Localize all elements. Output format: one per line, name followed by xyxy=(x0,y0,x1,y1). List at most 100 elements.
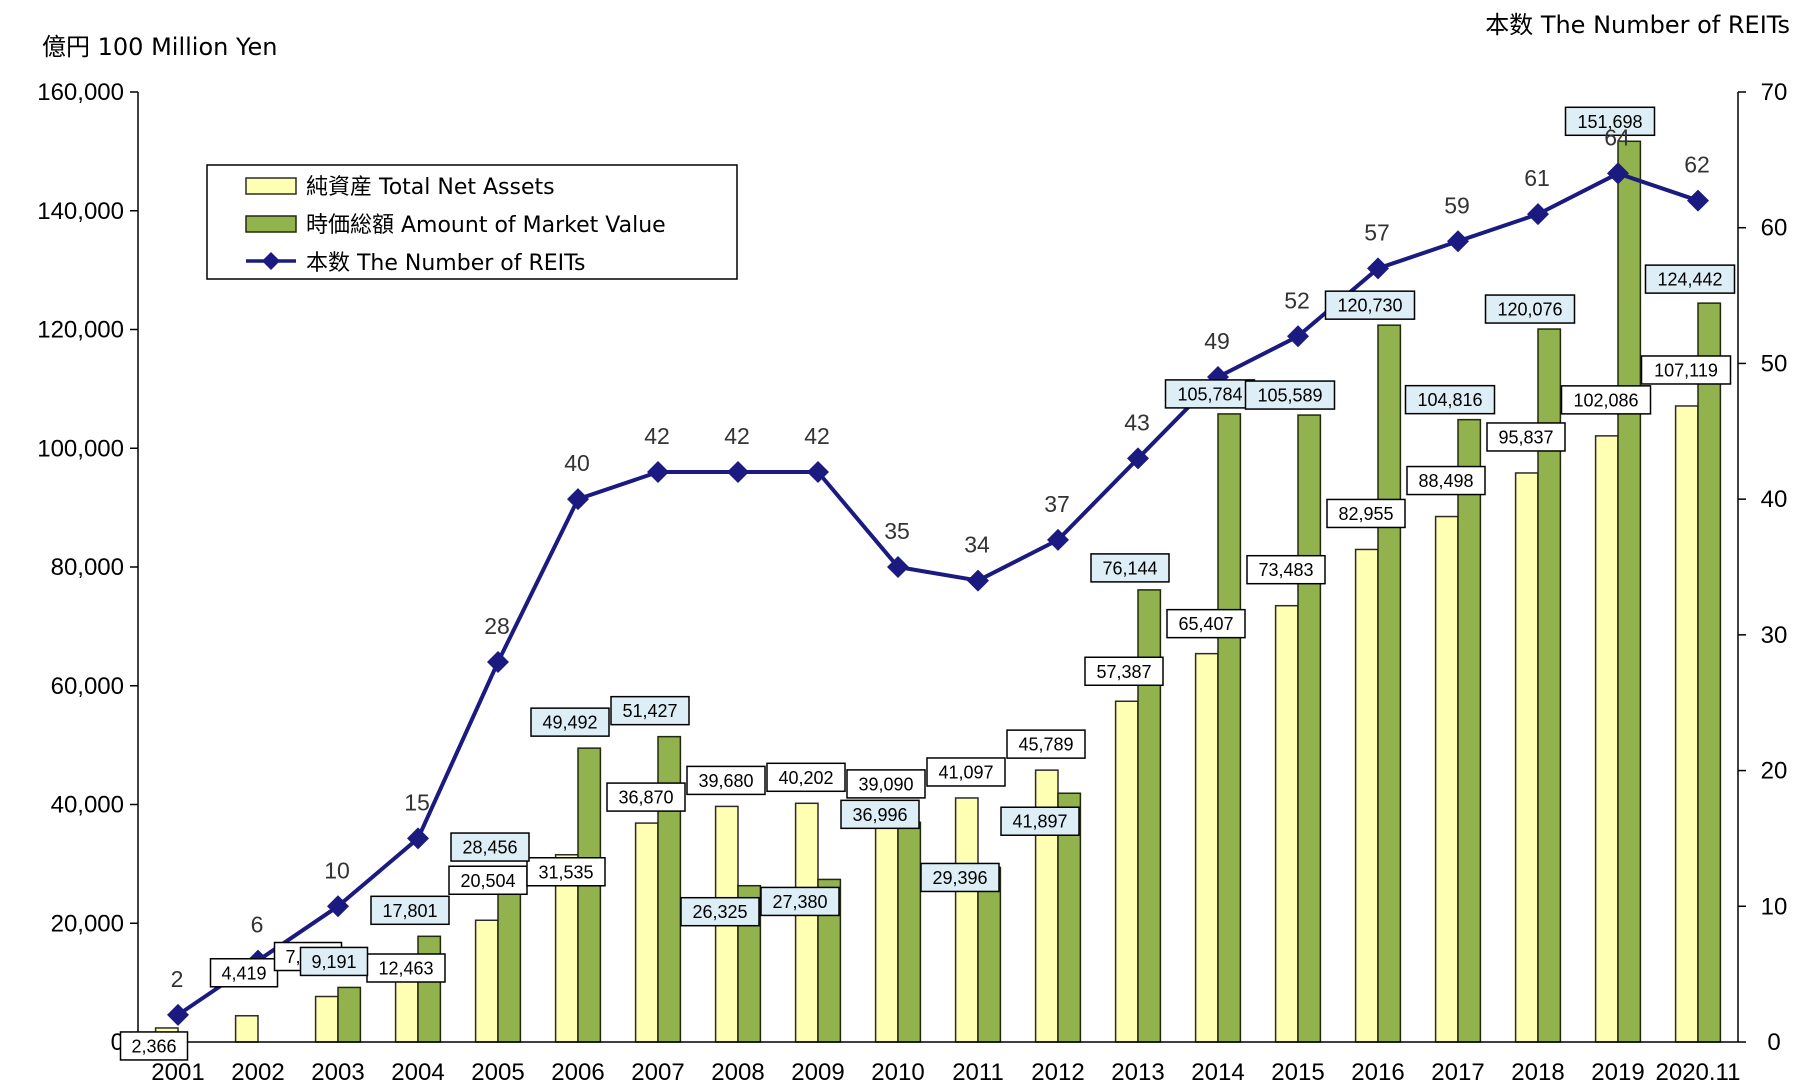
market-value-bar xyxy=(497,872,522,1043)
x-tick-label: 2012 xyxy=(1031,1059,1084,1086)
reit-count-marker xyxy=(1447,230,1469,253)
reit-count-data-label: 15 xyxy=(404,789,430,815)
y-right-tick-label: 10 xyxy=(1761,893,1788,920)
net-assets-data-label-box xyxy=(606,782,686,812)
net-assets-data-label-text: 107,119 xyxy=(1654,360,1718,380)
market-value-data-label-text: 151,698 xyxy=(1577,112,1642,132)
net-assets-data-label-text: 102,086 xyxy=(1573,390,1638,410)
y-right-tick-label: 50 xyxy=(1761,350,1788,377)
y-left-tick-label: 40,000 xyxy=(51,792,124,819)
market-value-data-label-text: 76,144 xyxy=(1102,558,1157,578)
net-assets-data-label-box xyxy=(1006,729,1086,759)
reit-count-marker xyxy=(727,461,749,483)
net-assets-bar xyxy=(954,797,979,1043)
market-value-bars xyxy=(337,140,1722,1043)
reit-count-marker xyxy=(1527,203,1549,226)
net-assets-data-label: 82,955 xyxy=(1326,498,1406,529)
market-value-data-label-text: 105,589 xyxy=(1257,386,1322,406)
net-assets-bar xyxy=(1274,604,1299,1043)
x-tick-label: 2010 xyxy=(871,1059,924,1086)
market-value-data-label-text: 17,801 xyxy=(382,901,437,921)
y-left-tick-label: 120,000 xyxy=(37,317,124,344)
reit-count-data-label: 42 xyxy=(804,423,830,449)
net-assets-data-label-text: 73,483 xyxy=(1258,560,1313,580)
reit-count-data-label: 57 xyxy=(1364,219,1390,245)
market-value-data-label-box xyxy=(1484,294,1576,324)
reit-count-marker xyxy=(1127,447,1149,470)
net-assets-bar xyxy=(1514,472,1539,1043)
net-assets-bar xyxy=(234,1015,259,1043)
market-value-bar xyxy=(1297,414,1322,1043)
reit-count-marker xyxy=(327,895,349,918)
y-right-axis-title: 本数 The Number of REITs xyxy=(1485,11,1790,39)
y-right-tick-label: 40 xyxy=(1761,486,1788,513)
market-value-data-label-box xyxy=(840,799,920,830)
net-assets-data-label-text: 4,419 xyxy=(221,963,266,983)
market-value-bar xyxy=(337,986,362,1043)
net-assets-data-label: 4,419 xyxy=(209,958,279,988)
x-tick-label: 2016 xyxy=(1351,1059,1404,1086)
y-left-tick-label: 20,000 xyxy=(51,910,124,937)
net-assets-data-label-box xyxy=(1326,498,1406,529)
net-assets-data-label-box xyxy=(926,757,1006,787)
reit-count-data-label: 42 xyxy=(644,423,670,449)
market-value-data-label-box xyxy=(1564,106,1656,137)
reit-count-marker xyxy=(1287,325,1309,348)
market-value-data-label-box xyxy=(920,862,1000,893)
net-assets-data-label-box xyxy=(1560,385,1652,415)
net-assets-data-label: 65,407 xyxy=(1166,608,1246,639)
net-assets-data-label-box xyxy=(1406,465,1486,496)
market-value-bar xyxy=(1457,418,1482,1043)
market-value-data-label-box xyxy=(1644,264,1736,294)
reit-count-data-label: 10 xyxy=(324,857,350,883)
market-value-data-label-box xyxy=(530,707,610,737)
reit-count-data-label: 42 xyxy=(724,423,750,449)
reit-count-data-label: 59 xyxy=(1444,192,1470,218)
x-tick-label: 2020.11 xyxy=(1656,1059,1741,1086)
y-left-axis-title: 億円 100 Million Yen xyxy=(42,33,277,61)
reit-count-data-label: 37 xyxy=(1044,491,1070,517)
reit-count-marker xyxy=(967,569,989,592)
market-value-data-label-text: 36,996 xyxy=(852,805,907,825)
axes xyxy=(137,92,1739,1043)
market-value-bar xyxy=(977,866,1002,1043)
market-value-data-label-text: 49,492 xyxy=(542,713,597,733)
y-right-tick-label: 20 xyxy=(1761,758,1788,785)
x-tick-label: 2002 xyxy=(231,1059,284,1086)
market-value-data-label-text: 41,897 xyxy=(1012,812,1067,832)
market-value-data-label: 26,325 xyxy=(680,896,760,927)
x-tick-label: 2011 xyxy=(952,1059,1004,1086)
x-tick-label: 2015 xyxy=(1271,1059,1324,1086)
market-value-data-label-box xyxy=(1244,380,1336,410)
market-value-data-label-box xyxy=(680,896,760,927)
net-assets-data-label-box xyxy=(1084,656,1164,687)
reit-count-marker xyxy=(167,1003,189,1026)
market-value-data-label: 104,816 xyxy=(1404,384,1496,415)
market-value-bar xyxy=(417,935,442,1043)
y-left-tick-label: 60,000 xyxy=(51,673,124,700)
reit-count-marker xyxy=(1367,257,1389,280)
market-value-data-label: 51,427 xyxy=(610,695,690,726)
market-value-data-label-text: 51,427 xyxy=(622,701,677,721)
legend-label-market-value: 時価総額 Amount of Market Value xyxy=(306,213,666,238)
y-left-tick-label: 100,000 xyxy=(37,435,124,462)
reit-count-data-label: 28 xyxy=(484,613,510,639)
net-assets-data-label-text: 95,837 xyxy=(1498,427,1553,447)
net-assets-bar xyxy=(474,919,499,1043)
net-assets-data-label-text: 31,535 xyxy=(538,862,593,882)
x-tick-label: 2014 xyxy=(1191,1059,1244,1086)
market-value-data-label: 124,442 xyxy=(1644,264,1736,294)
x-tick-label: 2006 xyxy=(551,1059,604,1086)
net-assets-data-label: 39,090 xyxy=(846,769,926,799)
reit-count-marker xyxy=(567,488,589,511)
legend-label-reits: 本数 The Number of REITs xyxy=(306,251,585,276)
legend-swatch-market-value xyxy=(245,215,297,233)
market-value-data-label-box xyxy=(610,695,690,726)
reit-count-data-label: 43 xyxy=(1124,409,1150,435)
net-assets-data-label: 88,498 xyxy=(1406,465,1486,496)
net-assets-data-label-box xyxy=(1166,608,1246,639)
y-right-tick-label: 60 xyxy=(1761,215,1788,242)
reit-count-marker xyxy=(1047,528,1069,551)
reit-count-data-label: 35 xyxy=(884,518,910,544)
